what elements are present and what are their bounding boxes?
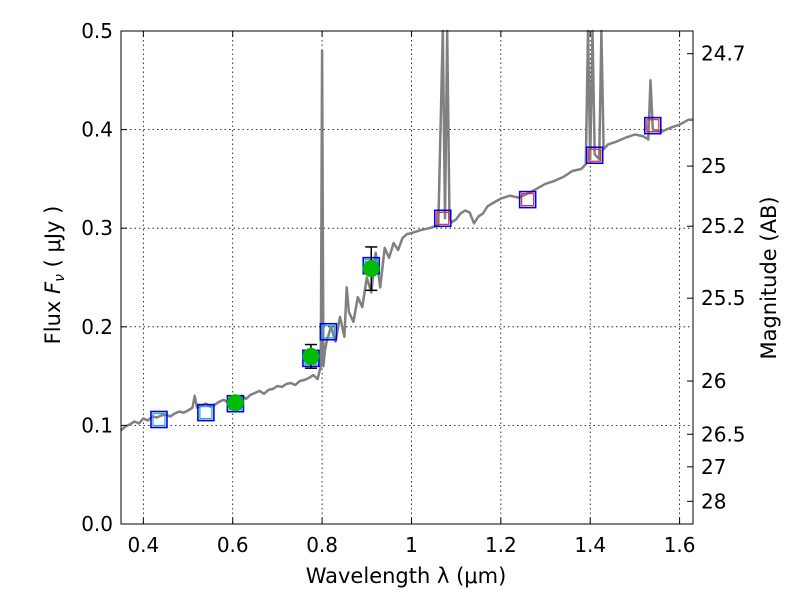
y-tick-label: 0.3 [81,216,113,240]
model-point [319,322,338,341]
axis-ticks [121,30,693,525]
x-tick-label: 0.6 [217,533,249,557]
y-axis-title-symbol: F [41,281,65,294]
x-tick-label: 0.8 [306,533,338,557]
model-point [433,209,452,228]
x-tick-label: 1.4 [574,533,606,557]
y2-tick-label: 24.7 [701,42,746,66]
y-axis-title: Flux Fν ( μJy ) [41,206,68,345]
x-axis-title: Wavelength λ (μm) [306,564,507,588]
model-point [585,146,604,165]
y-axis-title-prefix: Flux [41,294,65,344]
x-tick-label: 1.6 [664,533,696,557]
x-tick-label: 0.4 [127,533,159,557]
model-point-inner [436,211,450,225]
model-point-inner [199,405,213,420]
observed-point [302,347,320,365]
model-point [518,190,537,209]
y2-tick-label: 25 [701,154,726,178]
y2-tick-label: 25.2 [701,214,746,238]
model-point [150,410,168,429]
model-point [643,116,662,135]
y-axis-title-subscript: ν [52,274,68,282]
observed-point [226,394,244,412]
y-tick-label: 0.0 [81,512,113,536]
model-point-inner [321,325,335,339]
y-tick-label: 0.4 [81,118,113,142]
model-point-inner [646,119,660,133]
y-tick-label: 0.2 [81,315,113,339]
observed-point [362,260,380,278]
model-point [197,403,215,422]
model-point-inner [521,193,535,207]
model-point-inner [588,148,602,162]
y-tick-label: 0.1 [81,413,113,437]
model-point-inner [152,412,166,427]
y2-tick-label: 27 [701,455,726,479]
x-tick-label: 1.2 [485,533,517,557]
x-tick-labels: 0.4 0.6 0.8 1 1.2 1.4 1.6 [127,533,695,557]
x-tick-label: 1 [405,533,418,557]
y2-tick-label: 26.5 [701,422,746,446]
y2-tick-labels: 24.7 25 25.2 25.5 26 26.5 27 28 [701,42,746,514]
y2-tick-label: 25.5 [701,286,746,310]
y2-axis-title: Magnitude (AB) [757,196,781,359]
plot-frame [120,30,694,525]
y2-tick-label: 26 [701,369,726,393]
y2-tick-label: 28 [701,489,726,513]
y-axis-title-unit: ( μJy ) [41,206,65,274]
y-tick-label: 0.5 [81,19,113,43]
y-tick-labels: 0.0 0.1 0.2 0.3 0.4 0.5 [81,19,113,536]
observed-markers [226,246,380,412]
